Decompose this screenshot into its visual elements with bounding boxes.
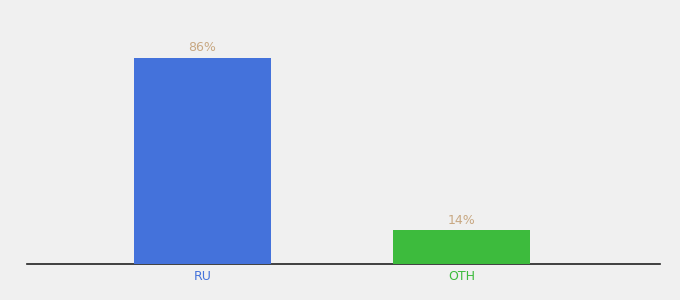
Bar [134, 58, 271, 264]
Text: 86%: 86% [188, 41, 216, 54]
Bar [393, 230, 530, 264]
Text: 14%: 14% [447, 214, 475, 227]
